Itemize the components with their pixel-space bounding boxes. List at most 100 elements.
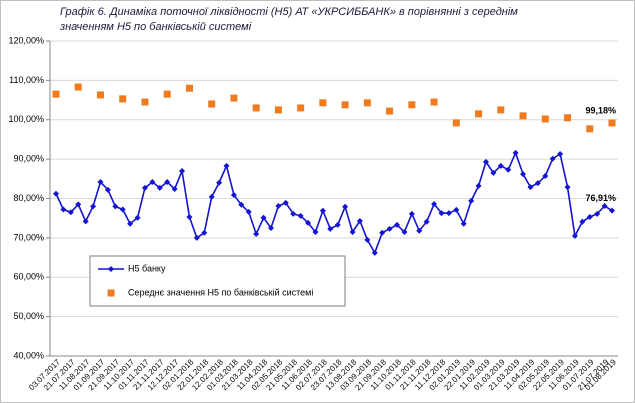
point-marker bbox=[564, 184, 571, 191]
point-marker bbox=[230, 94, 238, 102]
point-marker bbox=[364, 236, 371, 243]
point-marker bbox=[334, 221, 341, 228]
point-marker bbox=[201, 229, 208, 236]
y-tick-label: 40,00% bbox=[13, 350, 44, 360]
point-marker bbox=[557, 151, 564, 158]
point-marker bbox=[327, 225, 334, 232]
point-marker bbox=[282, 199, 289, 206]
point-marker bbox=[90, 203, 97, 210]
point-marker bbox=[53, 190, 59, 197]
point-marker bbox=[527, 184, 534, 191]
point-marker bbox=[127, 220, 134, 227]
data-label: 76,91% bbox=[585, 193, 616, 203]
point-marker bbox=[305, 219, 312, 226]
y-tick-label: 50,00% bbox=[13, 311, 44, 321]
point-marker bbox=[104, 186, 111, 193]
y-tick-label: 80,00% bbox=[13, 193, 44, 203]
point-marker bbox=[356, 217, 363, 224]
point-marker bbox=[571, 232, 578, 239]
point-marker bbox=[468, 197, 475, 204]
point-marker bbox=[416, 227, 423, 234]
y-tick-label: 70,00% bbox=[13, 232, 44, 242]
point-marker bbox=[534, 180, 541, 187]
point-marker bbox=[497, 106, 505, 114]
point-marker bbox=[179, 167, 186, 174]
point-marker bbox=[445, 210, 452, 217]
point-marker bbox=[475, 110, 483, 118]
point-marker bbox=[60, 206, 67, 213]
point-marker bbox=[349, 228, 356, 235]
point-marker bbox=[119, 95, 127, 103]
point-marker bbox=[112, 203, 119, 210]
point-marker bbox=[260, 214, 267, 221]
legend-marker bbox=[108, 266, 114, 272]
point-marker bbox=[549, 155, 556, 162]
legend-label: Н5 банку bbox=[128, 263, 166, 273]
point-marker bbox=[75, 201, 82, 208]
point-marker bbox=[141, 184, 148, 191]
point-marker bbox=[452, 119, 460, 127]
point-marker bbox=[186, 214, 193, 221]
point-marker bbox=[245, 208, 252, 215]
point-marker bbox=[297, 212, 304, 219]
chart-title: Графік 6. Динаміка поточної ліквідності … bbox=[60, 6, 518, 33]
point-marker bbox=[82, 218, 89, 225]
series-line bbox=[55, 150, 613, 255]
point-marker bbox=[363, 99, 371, 107]
point-marker bbox=[274, 106, 282, 114]
y-tick-label: 100,00% bbox=[8, 114, 44, 124]
point-marker bbox=[408, 210, 415, 217]
point-marker bbox=[542, 173, 549, 180]
point-marker bbox=[475, 182, 482, 189]
point-marker bbox=[208, 193, 215, 200]
point-marker bbox=[423, 218, 430, 225]
point-marker bbox=[460, 220, 467, 227]
point-marker bbox=[512, 149, 519, 156]
point-marker bbox=[520, 171, 527, 178]
point-marker bbox=[297, 104, 305, 112]
legend-box bbox=[89, 255, 346, 307]
point-marker bbox=[238, 201, 245, 208]
point-marker bbox=[171, 186, 178, 193]
point-marker bbox=[594, 210, 601, 217]
point-marker bbox=[97, 178, 104, 185]
legend-label: Середнє значення Н5 по банківській систе… bbox=[128, 287, 313, 297]
point-marker bbox=[586, 125, 594, 133]
point-marker bbox=[497, 162, 504, 169]
point-marker bbox=[267, 225, 274, 232]
point-marker bbox=[253, 230, 260, 237]
point-marker bbox=[431, 201, 438, 208]
point-marker bbox=[149, 178, 156, 185]
point-marker bbox=[386, 225, 393, 232]
point-marker bbox=[74, 83, 82, 91]
point-marker bbox=[453, 206, 460, 213]
point-marker bbox=[609, 207, 615, 214]
y-tick-label: 110,00% bbox=[9, 75, 44, 85]
legend: Н5 банку Середнє значення Н5 по банківськ… bbox=[89, 255, 346, 307]
point-marker bbox=[519, 112, 527, 120]
point-marker bbox=[564, 114, 572, 122]
point-marker bbox=[96, 91, 104, 99]
point-marker bbox=[341, 101, 349, 109]
point-marker bbox=[608, 119, 616, 127]
point-marker bbox=[312, 228, 319, 235]
point-marker bbox=[601, 202, 608, 209]
y-tick-label: 90,00% bbox=[13, 154, 44, 164]
point-marker bbox=[164, 178, 171, 185]
point-marker bbox=[185, 84, 193, 92]
y-tick-label: 120,00% bbox=[8, 35, 44, 45]
point-marker bbox=[163, 90, 171, 98]
point-marker bbox=[119, 206, 126, 213]
point-marker bbox=[482, 158, 489, 165]
point-marker bbox=[342, 203, 349, 210]
point-marker bbox=[394, 221, 401, 228]
point-marker bbox=[223, 162, 230, 169]
point-marker bbox=[319, 207, 326, 214]
point-marker bbox=[490, 169, 497, 176]
point-marker bbox=[430, 98, 438, 106]
point-marker bbox=[408, 101, 416, 109]
point-marker bbox=[156, 184, 163, 191]
